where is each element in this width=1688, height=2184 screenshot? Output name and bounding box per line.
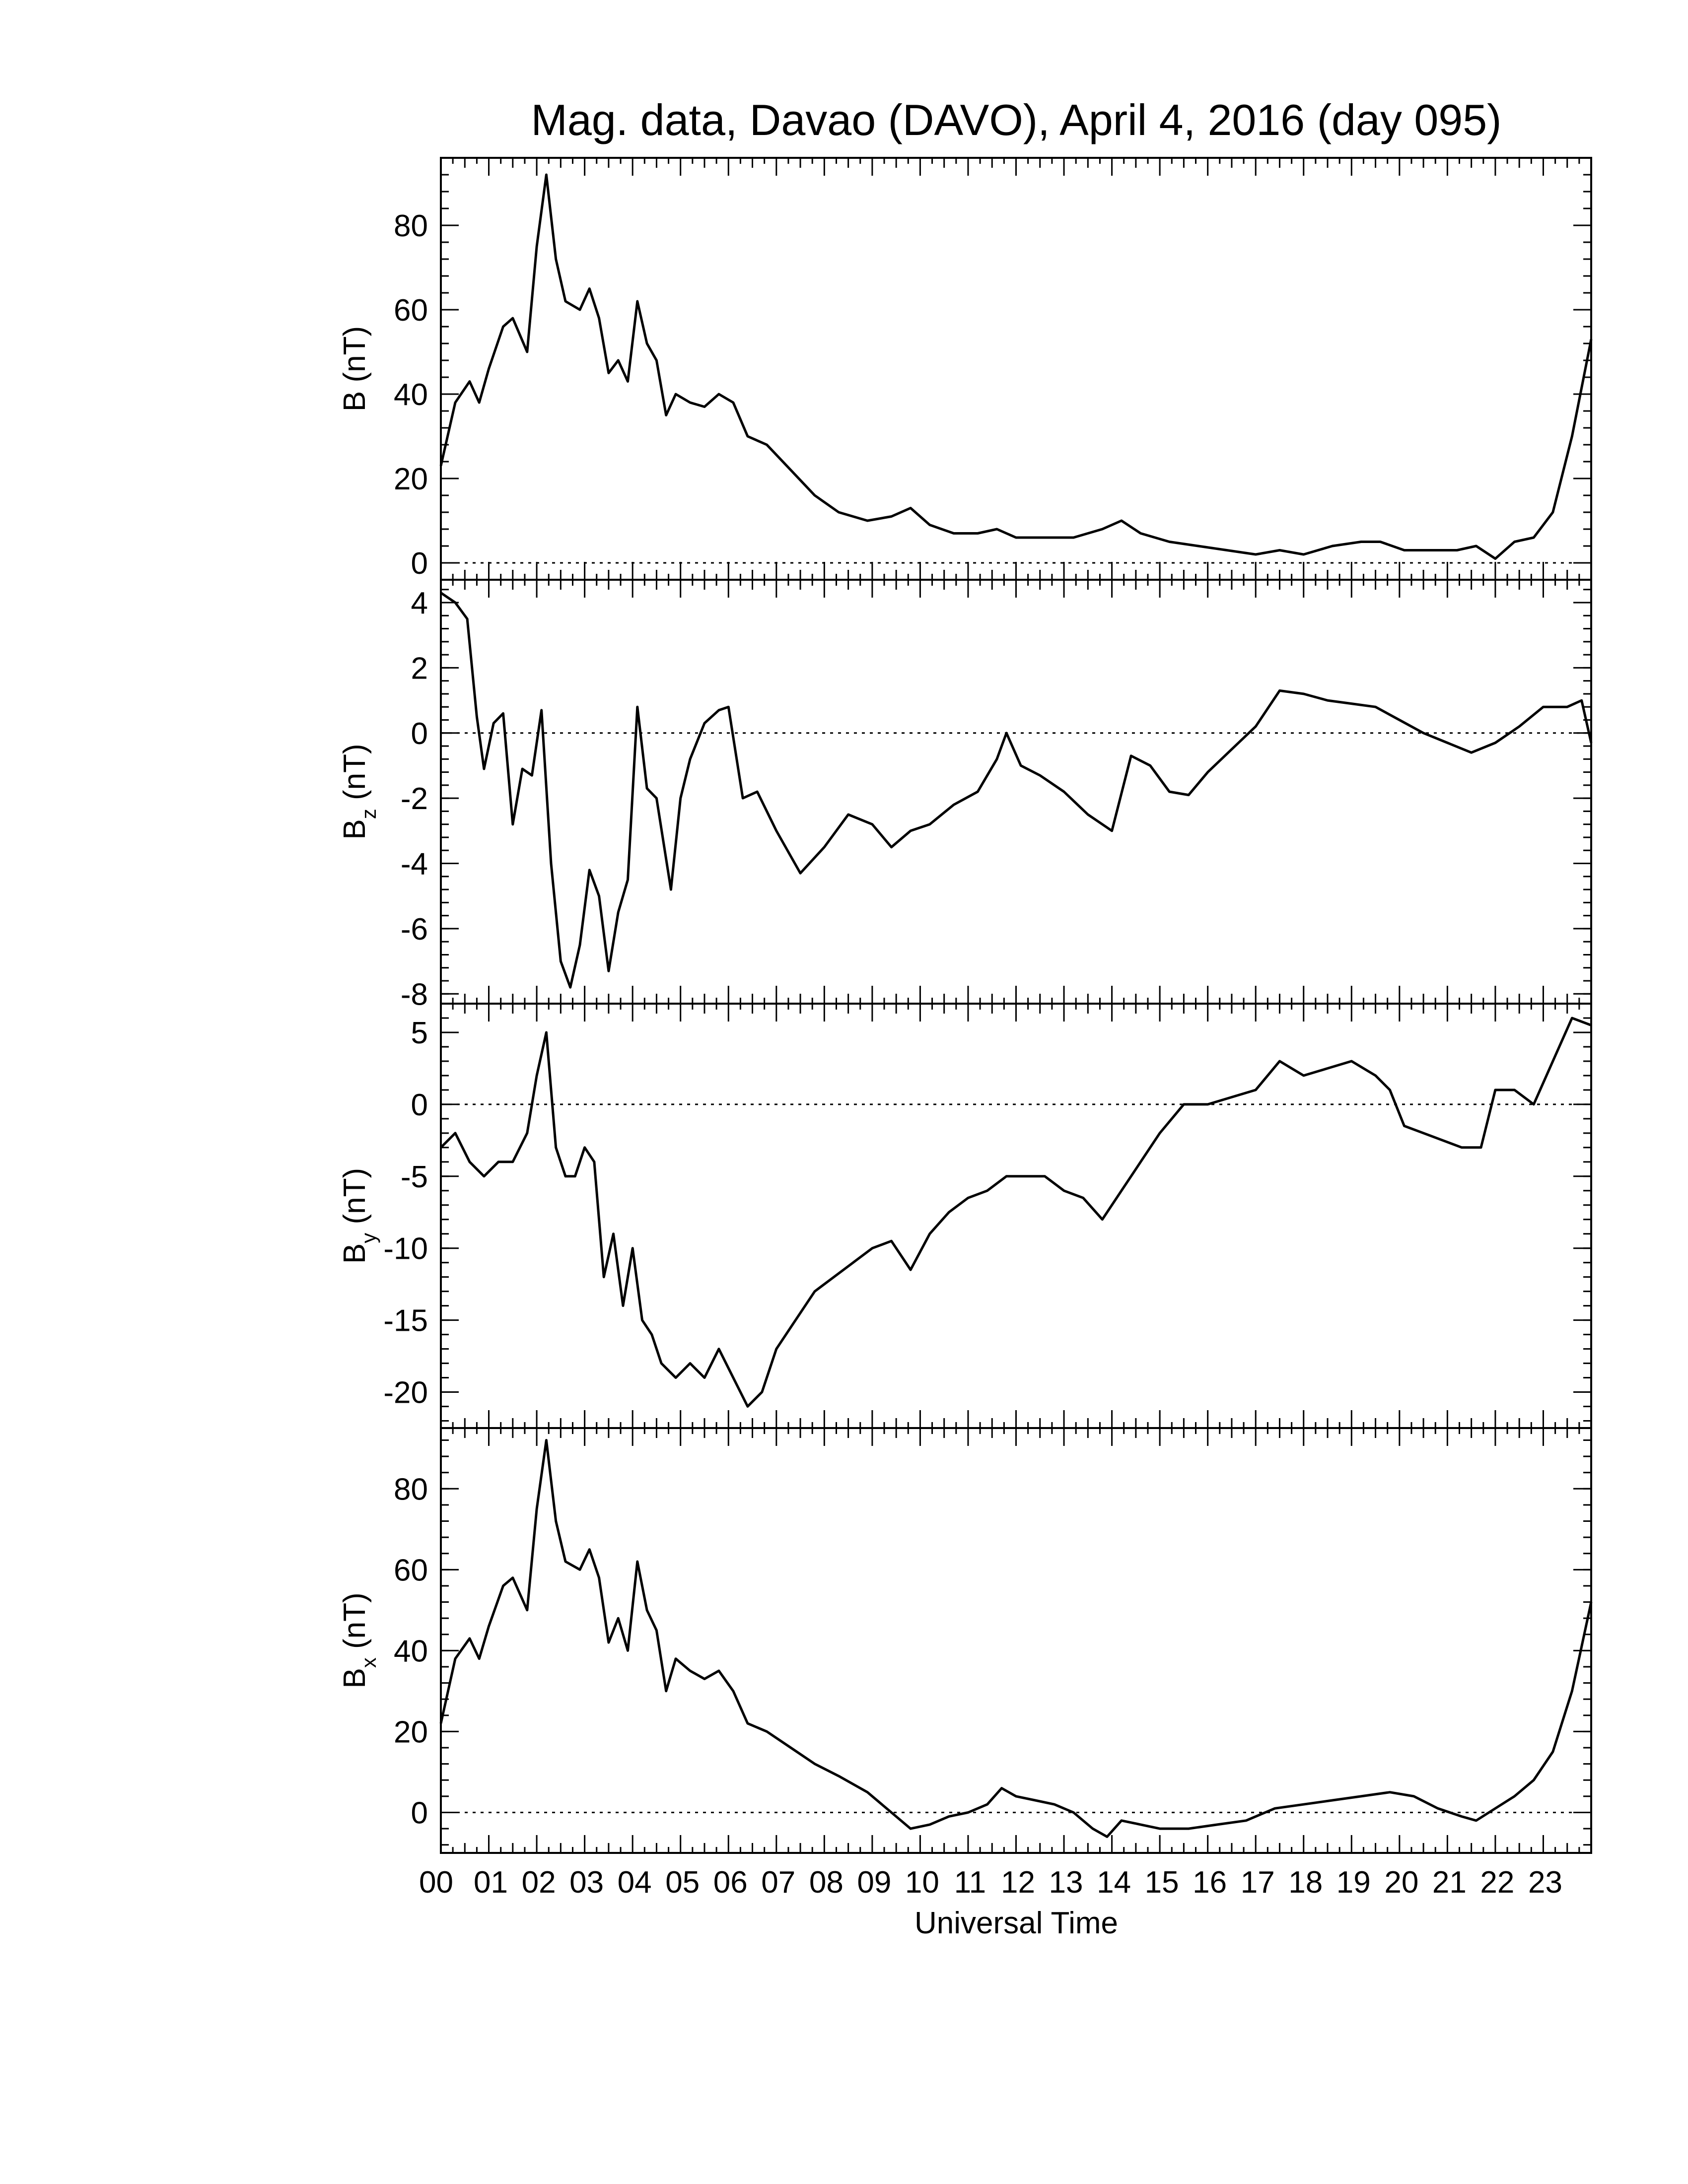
y-tick-label: 80 xyxy=(394,209,428,243)
y-axis-label-subscript: y xyxy=(357,1233,380,1243)
panel-bx: 0 20 40 60 80 Bx (nT) xyxy=(338,1427,1593,1854)
x-tick-label: 21 xyxy=(1432,1865,1467,1900)
y-tick-label: 5 xyxy=(411,1016,428,1050)
y-tick-label: 60 xyxy=(394,1553,428,1587)
panel-frame xyxy=(440,157,1592,581)
x-tick-label: 19 xyxy=(1336,1865,1371,1900)
y-tick-label: 40 xyxy=(394,378,428,412)
x-axis-label: Universal Time xyxy=(914,1906,1118,1940)
x-tick-label: 09 xyxy=(857,1865,891,1900)
x-tick-labels: 00 01 02 03 04 05 06 07 08 09 10 11 12 13 14 15 16 17 18 19… xyxy=(419,1865,1562,1900)
y-axis-label-unit: (nT) xyxy=(338,326,372,391)
series-line-by xyxy=(440,1017,1592,1408)
x-tick-label: 07 xyxy=(761,1865,795,1900)
x-tick-label: 13 xyxy=(1049,1865,1083,1900)
series-line-bx xyxy=(439,1439,1593,1838)
y-axis-label-main: B xyxy=(338,1243,372,1264)
y-tick-label: -8 xyxy=(401,977,428,1012)
panel-b: 0 20 40 60 80 B (nT) xyxy=(338,157,1593,581)
y-tick-label: 0 xyxy=(411,717,428,751)
y-tick-label: 20 xyxy=(394,1715,428,1749)
series-line-b xyxy=(439,173,1593,560)
x-tick-label: 22 xyxy=(1480,1865,1514,1900)
x-tick-label: 20 xyxy=(1384,1865,1418,1900)
x-tick-label: 16 xyxy=(1193,1865,1227,1900)
x-tick-label: 02 xyxy=(522,1865,556,1900)
x-tick-label: 23 xyxy=(1528,1865,1562,1900)
y-axis-label-main: B xyxy=(338,819,372,839)
y-tick-label: -6 xyxy=(401,912,428,947)
series-line-bz xyxy=(440,592,1593,989)
y-tick-label: 4 xyxy=(411,586,428,620)
x-tick-label: 17 xyxy=(1241,1865,1275,1900)
y-tick-label: -2 xyxy=(401,782,428,816)
y-axis-label-unit: (nT) xyxy=(338,744,372,809)
y-axis-label: By (nT) xyxy=(338,1168,380,1264)
panel-frame xyxy=(440,1427,1592,1854)
x-tick-label: 06 xyxy=(713,1865,748,1900)
y-tick-label: -5 xyxy=(401,1160,428,1194)
x-tick-label: 12 xyxy=(1001,1865,1035,1900)
y-tick-label: 2 xyxy=(411,651,428,685)
y-tick-label: -20 xyxy=(383,1376,428,1410)
y-tick-label: 0 xyxy=(411,546,428,581)
x-tick-label: 10 xyxy=(905,1865,939,1900)
y-axis-label-subscript: z xyxy=(357,809,380,819)
x-tick-label: 01 xyxy=(474,1865,508,1900)
y-tick-label: 20 xyxy=(394,462,428,496)
y-axis-label-unit: (nT) xyxy=(338,1592,372,1657)
x-tick-label: 04 xyxy=(618,1865,652,1900)
x-tick-label: 11 xyxy=(954,1865,986,1900)
x-tick-label: 15 xyxy=(1145,1865,1179,1900)
y-tick-label: 80 xyxy=(394,1472,428,1506)
y-tick-label: 40 xyxy=(394,1634,428,1668)
x-tick-label: 08 xyxy=(809,1865,844,1900)
y-axis-label-unit: (nT) xyxy=(338,1168,372,1233)
panel-frame xyxy=(440,1003,1592,1429)
panel-by: -20 -15 -10 -5 0 5 By (nT) xyxy=(338,1003,1592,1429)
x-tick-label: 03 xyxy=(569,1865,604,1900)
x-tick-label: 00 xyxy=(419,1865,453,1900)
y-axis-label: Bx (nT) xyxy=(338,1592,380,1688)
y-axis-label-main: B xyxy=(338,1668,372,1688)
y-tick-label: -10 xyxy=(383,1232,428,1266)
y-tick-label: 0 xyxy=(411,1796,428,1830)
y-axis-label: Bz (nT) xyxy=(338,744,380,839)
x-tick-label: 18 xyxy=(1288,1865,1323,1900)
y-axis-label-subscript: x xyxy=(357,1657,380,1668)
y-tick-label: -4 xyxy=(401,847,428,882)
y-tick-label: -15 xyxy=(383,1304,428,1338)
x-tick-label: 14 xyxy=(1097,1865,1131,1900)
y-tick-label: 60 xyxy=(394,293,428,328)
y-axis-label-main: B xyxy=(338,391,372,411)
y-axis-label: B (nT) xyxy=(338,326,372,411)
chart-title: Mag. data, Davao (DAVO), April 4, 2016 (… xyxy=(531,95,1502,144)
y-tick-label: 0 xyxy=(411,1088,428,1122)
x-tick-label: 05 xyxy=(665,1865,700,1900)
panel-bz: -8 -6 -4 -2 0 2 4 Bz (nT) xyxy=(338,579,1593,1012)
